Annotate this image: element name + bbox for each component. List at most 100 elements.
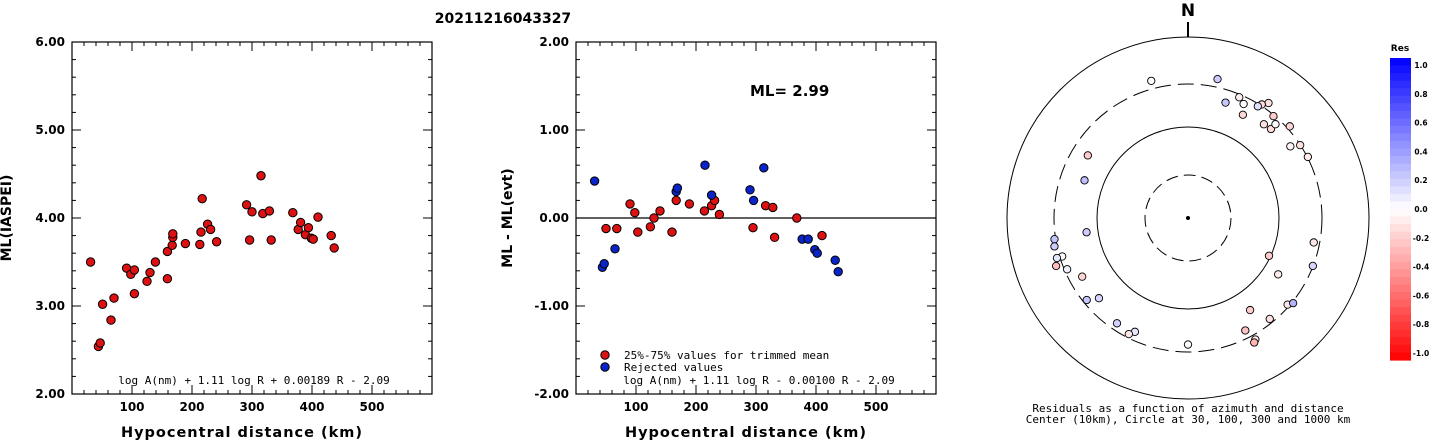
colorbar-cell xyxy=(1390,352,1411,361)
y-axis-label: ML(IASPEI) xyxy=(0,175,15,262)
residual-point xyxy=(1285,122,1294,131)
residual-point xyxy=(1124,329,1133,339)
data-point xyxy=(759,163,769,173)
residual-point xyxy=(1213,74,1222,84)
colorbar-cell xyxy=(1390,118,1411,127)
residual-point xyxy=(1235,93,1244,102)
y-tick-label: 3.00 xyxy=(35,299,65,313)
legend-marker-rejected xyxy=(600,362,610,372)
y-tick-label: 6.00 xyxy=(35,35,65,49)
circle-30km xyxy=(1144,174,1232,262)
data-point xyxy=(295,217,306,228)
colorbar-cell xyxy=(1390,261,1411,270)
colorbar-cell xyxy=(1390,216,1411,225)
colorbar-cell xyxy=(1390,337,1411,346)
colorbar-cell xyxy=(1390,276,1411,286)
data-point xyxy=(684,199,695,209)
residual-point xyxy=(1245,305,1255,315)
data-point xyxy=(817,230,827,241)
residual-point xyxy=(1253,102,1262,111)
data-point xyxy=(329,243,339,253)
colorbar-cell xyxy=(1390,292,1411,301)
caption-line-1: Residuals as a function of azimuth and d… xyxy=(1032,402,1343,415)
colorbar-tick-label: 0.0 xyxy=(1414,205,1427,214)
data-point xyxy=(748,195,759,206)
ml-value-text: ML= 2.99 xyxy=(750,82,829,100)
data-point xyxy=(266,235,276,245)
residual-point xyxy=(1264,251,1274,260)
data-point xyxy=(106,315,116,325)
x-tick-label: 200 xyxy=(179,400,204,414)
residual-point xyxy=(1286,142,1295,151)
data-point xyxy=(589,176,600,186)
x-tick-label: 300 xyxy=(743,400,768,414)
colorbar-tick-label: -0.4 xyxy=(1413,263,1429,272)
colorbar-tick-label: 0.4 xyxy=(1414,147,1427,156)
y-tick-label: -1.00 xyxy=(534,299,569,313)
x-tick-label: 500 xyxy=(863,400,888,414)
data-point xyxy=(830,255,840,265)
data-point xyxy=(326,230,336,241)
data-point xyxy=(745,185,755,195)
residual-point xyxy=(1309,238,1318,247)
residual-point xyxy=(1271,120,1280,129)
residual-point xyxy=(1259,120,1269,129)
page-title: 20211216043327 xyxy=(435,11,571,27)
data-point xyxy=(288,208,298,218)
colorbar-cell xyxy=(1390,110,1411,119)
residual-point xyxy=(1147,76,1156,86)
colorbar-cell xyxy=(1390,80,1411,89)
residual-point xyxy=(1052,253,1062,263)
data-point xyxy=(162,246,173,257)
colorbar-tick-label: 0.6 xyxy=(1414,119,1427,128)
data-point xyxy=(167,240,177,250)
data-point xyxy=(97,299,108,309)
data-point xyxy=(625,199,635,209)
colorbar-cell xyxy=(1390,201,1411,210)
data-point xyxy=(667,227,677,237)
colorbar-cell xyxy=(1390,133,1411,142)
colorbar-tick-label: -0.8 xyxy=(1413,320,1429,329)
data-point xyxy=(244,235,255,245)
x-axis-label: Hypocentral distance (km) xyxy=(121,425,363,441)
residual-point xyxy=(1082,295,1091,305)
data-point xyxy=(612,223,622,234)
residual-point xyxy=(1274,270,1283,279)
center-point xyxy=(1186,216,1190,220)
legend-marker-trimmed xyxy=(600,350,610,360)
x-tick-label: 200 xyxy=(683,400,708,414)
x-tick-label: 400 xyxy=(803,400,828,414)
residual-point xyxy=(1094,294,1104,303)
y-tick-label: -2.00 xyxy=(534,387,569,401)
data-point xyxy=(768,202,778,213)
y-tick-label: 5.00 xyxy=(35,123,65,137)
data-point xyxy=(803,234,813,244)
colorbar-cell xyxy=(1390,329,1411,338)
data-point xyxy=(211,237,222,247)
colorbar-tick-label: -1.0 xyxy=(1413,349,1429,358)
data-point xyxy=(714,209,725,220)
residual-point xyxy=(1082,228,1091,237)
colorbar-tick-label: -0.2 xyxy=(1413,234,1429,243)
data-point xyxy=(308,234,318,244)
data-point xyxy=(630,208,640,218)
magnitude-vs-distance-chart: ML(IASPEI) Hypocentral distance (km) log… xyxy=(0,35,433,441)
colorbar-cell xyxy=(1390,344,1411,354)
colorbar-cell xyxy=(1390,95,1411,104)
residual-colorbar: 1.0 0.8 0.6 0.4 0.2 0.0 -0.2 -0.4 -0.6 -0.8 -1.0 xyxy=(1390,58,1429,361)
colorbar-cell xyxy=(1390,239,1411,248)
data-point xyxy=(109,293,119,303)
data-point xyxy=(142,276,152,287)
residual-vs-distance-chart: ML - ML(evt) Hypocentral distance (km) M… xyxy=(500,35,937,441)
y-tick-label: 1.00 xyxy=(539,123,569,137)
colorbar-cell xyxy=(1390,246,1411,255)
legend-label-trimmed: 25%-75% values for trimmed mean xyxy=(624,349,829,362)
residual-point xyxy=(1062,265,1072,274)
colorbar-cell xyxy=(1390,307,1411,316)
data-point xyxy=(129,265,140,275)
data-point xyxy=(168,229,178,239)
data-point xyxy=(599,259,609,269)
data-point xyxy=(700,160,710,170)
circle-300km xyxy=(1053,83,1323,353)
residual-point xyxy=(1221,98,1230,107)
